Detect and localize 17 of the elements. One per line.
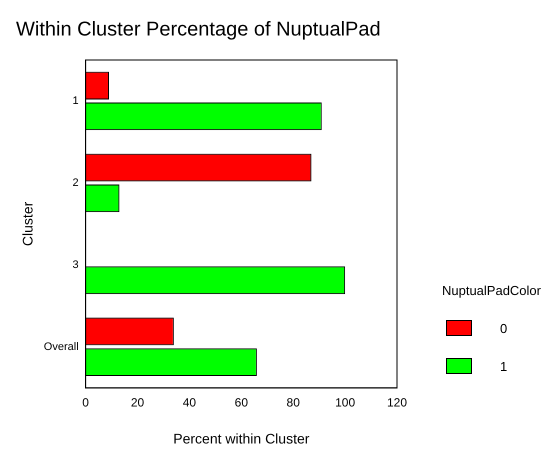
- x-tick-label: 40: [182, 395, 196, 410]
- x-tick-label: 80: [286, 395, 300, 410]
- legend-title: NuptualPadColor: [442, 283, 541, 298]
- legend-label: 1: [500, 358, 508, 374]
- y-axis-title: Cluster: [19, 201, 36, 246]
- chart-title: Within Cluster Percentage of NuptualPad: [16, 18, 381, 41]
- x-tick-label: 20: [130, 395, 145, 410]
- legend-label: 0: [500, 320, 508, 336]
- x-tick-label: 0: [82, 395, 90, 410]
- x-tick-label: 60: [234, 395, 248, 410]
- x-tick-label: 120: [386, 395, 408, 410]
- x-tick-label: 100: [335, 395, 356, 410]
- y-tick-label: 1: [72, 95, 79, 108]
- y-tick-label: Overall: [44, 340, 79, 353]
- y-tick-label: 3: [72, 258, 79, 271]
- y-tick-label: 2: [72, 176, 79, 189]
- x-axis-title: Percent within Cluster: [173, 430, 310, 446]
